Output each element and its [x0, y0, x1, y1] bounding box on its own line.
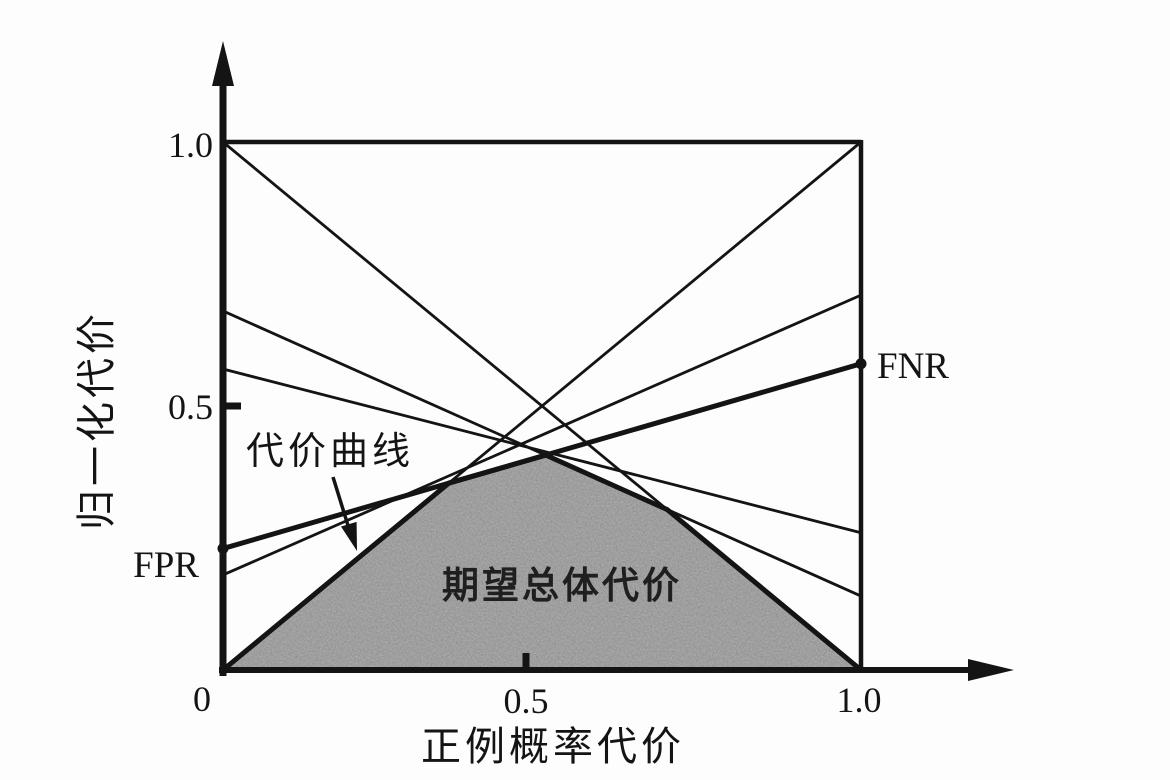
x-tick-label-0: 0 — [193, 679, 211, 719]
fnr-label: FNR — [877, 346, 949, 387]
cost-curve-envelope — [221, 452, 863, 672]
cost-line-4 — [222, 293, 862, 577]
fpr-label: FPR — [133, 545, 199, 586]
y-axis-title: 归一化代价 — [74, 310, 119, 530]
cost-curve-envelope-group — [221, 452, 863, 672]
x-axis-title: 正例概率代价 — [421, 724, 685, 769]
cost-line-5 — [222, 309, 862, 598]
annotation-arrowhead-icon — [341, 521, 357, 551]
annotation-arrow-shaft — [331, 476, 352, 533]
axes — [212, 41, 1014, 681]
x-tick-label-0-5: 0.5 — [504, 681, 549, 721]
y-tick-label-0-5: 0.5 — [168, 387, 213, 427]
cost-curve-annotation-arrow — [331, 476, 357, 551]
y-tick-label-1-0: 1.0 — [168, 125, 213, 165]
cost-line-6 — [222, 367, 862, 535]
y-axis-arrowhead-icon — [212, 41, 234, 86]
expected-cost-area — [223, 455, 861, 670]
expected-cost-area-label: 期望总体代价 — [442, 565, 682, 607]
x-tick-label-1-0: 1.0 — [837, 680, 882, 720]
x-axis-arrowhead-icon — [968, 659, 1014, 681]
cost-curve-annotation-label: 代价曲线 — [246, 431, 414, 473]
expected-cost-area-group — [223, 455, 861, 670]
